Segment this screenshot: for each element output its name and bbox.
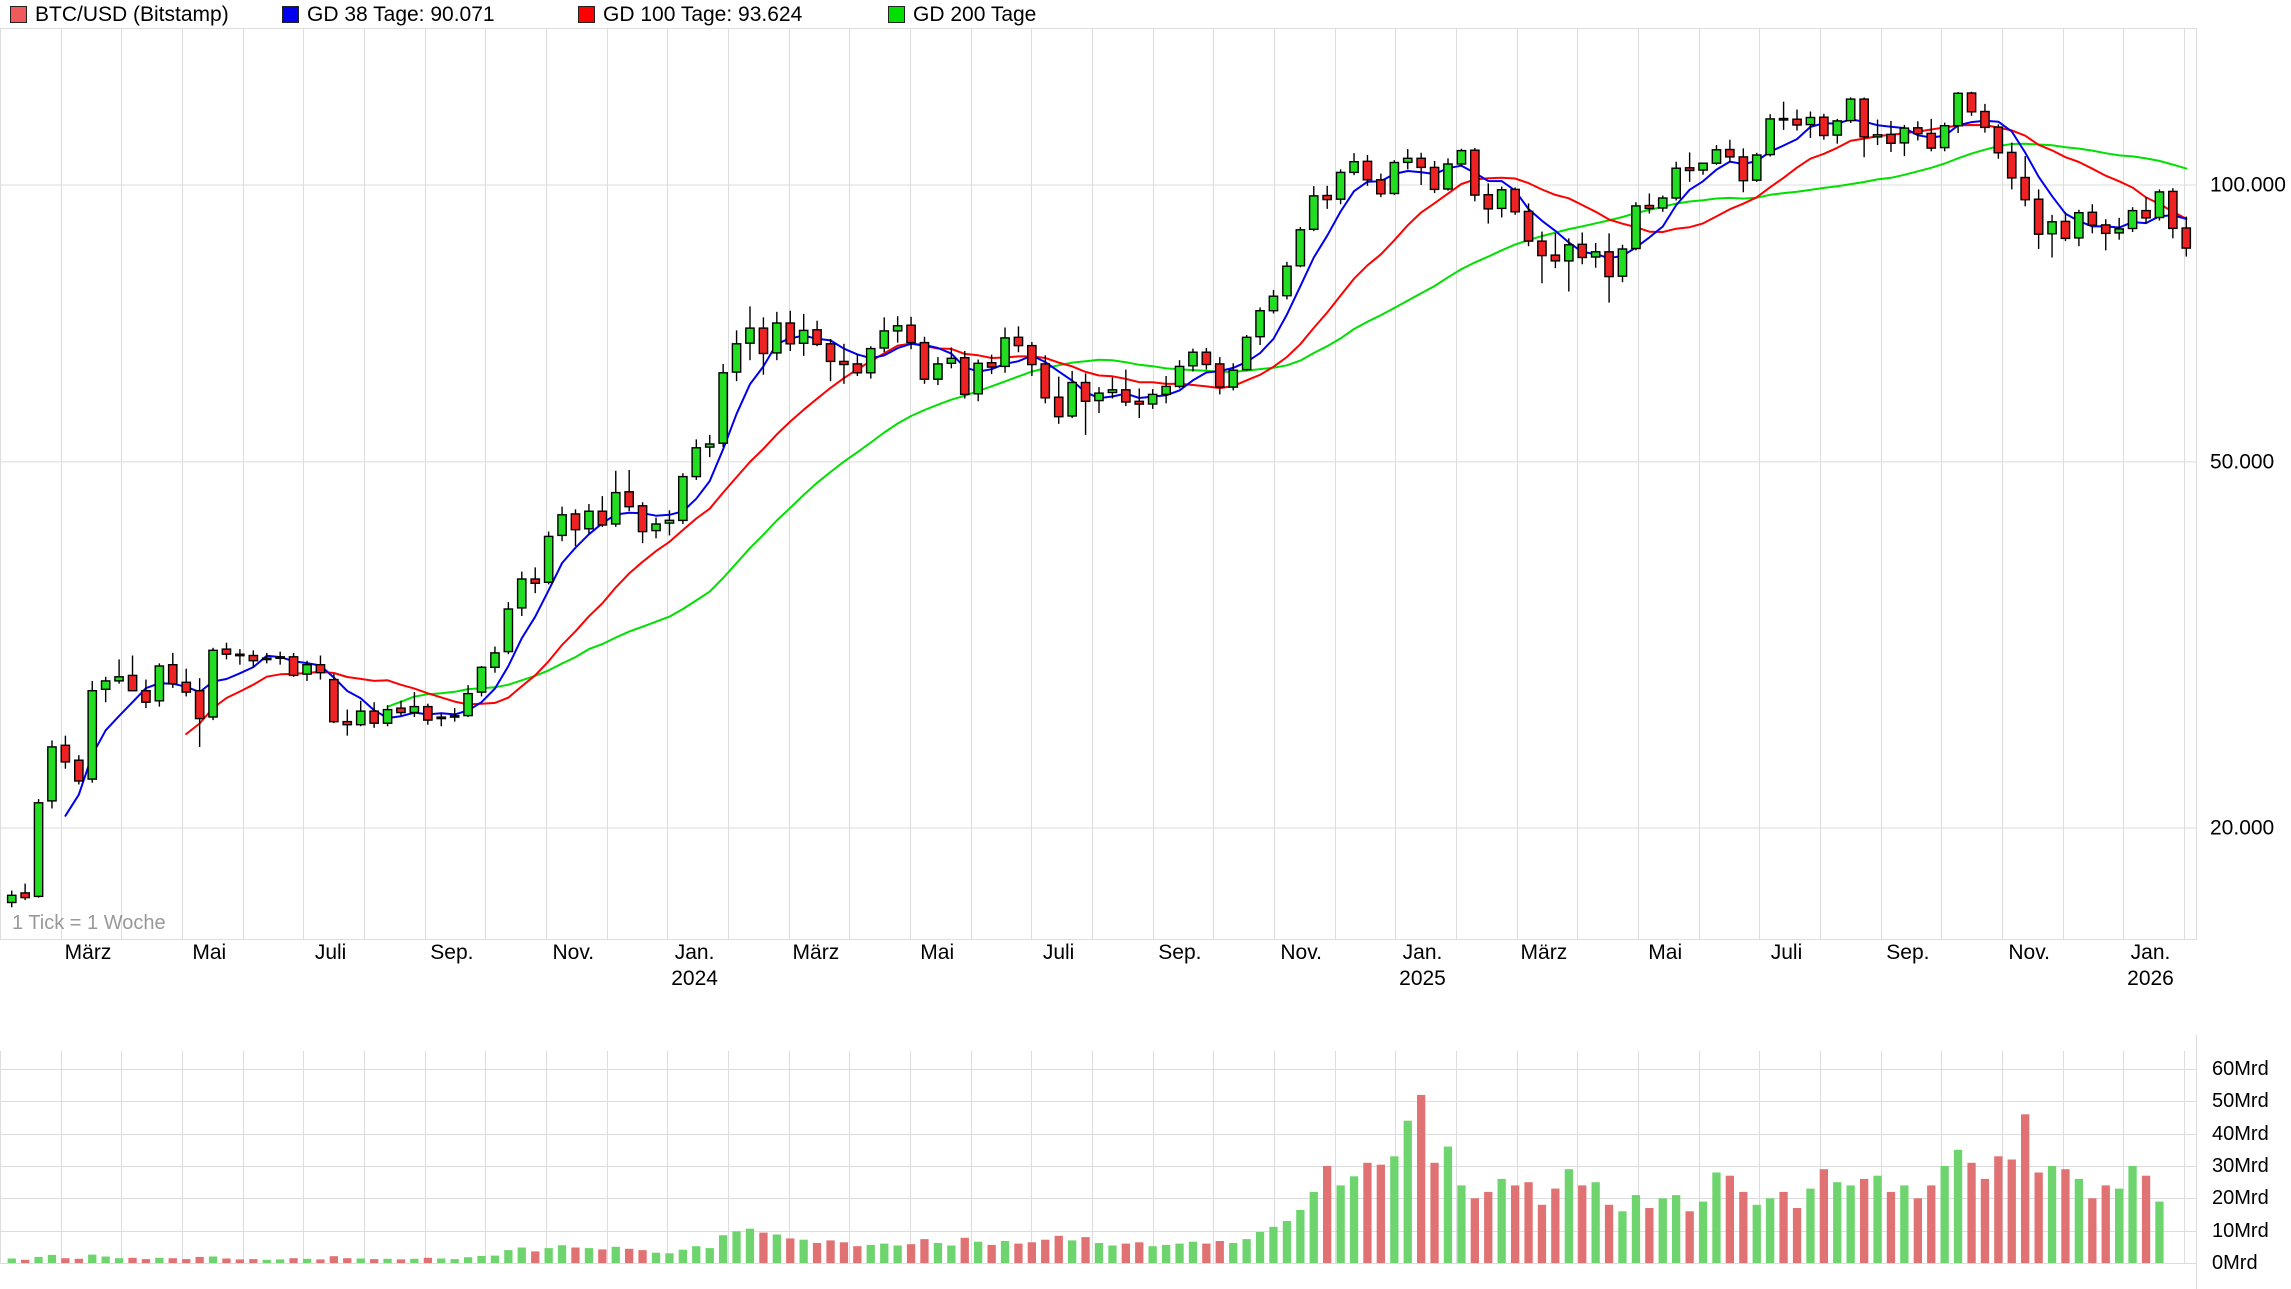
x-axis-month: Jan. <box>674 941 715 964</box>
volume-axis-tick: 10Mrd <box>2212 1219 2269 1242</box>
price-plot <box>0 28 2197 940</box>
x-axis-tick: Sep. <box>1886 940 1929 966</box>
x-axis-month: Jan. <box>2130 941 2171 964</box>
legend-color-swatch <box>888 5 905 23</box>
x-axis-month: März <box>792 941 840 964</box>
legend-ma100[interactable]: GD 100 Tage: 93.624 <box>578 0 802 28</box>
x-axis-tick: März <box>793 940 840 966</box>
x-axis-tick: März <box>65 940 112 966</box>
x-axis-tick: Nov. <box>1280 940 1322 966</box>
volume-chart-panel[interactable] <box>0 1035 2291 1289</box>
x-axis-tick: Mai <box>1648 940 1682 966</box>
x-axis-month: März <box>1520 941 1568 964</box>
legend-btcusd[interactable]: BTC/USD (Bitstamp) <box>10 0 229 28</box>
volume-bar-series <box>7 1094 2164 1263</box>
legend-label: GD 100 Tage: 93.624 <box>603 2 803 26</box>
x-axis-month: Mai <box>920 941 955 964</box>
x-axis-month: Juli <box>314 941 347 964</box>
legend-label: GD 38 Tage: 90.071 <box>307 2 495 26</box>
x-axis-tick: Juli <box>315 940 347 966</box>
price-axis-tick: 50.000 <box>2210 450 2275 474</box>
x-axis-year: 2026 <box>2127 967 2174 990</box>
x-axis-month: Sep. <box>1158 941 1202 964</box>
legend-ma200[interactable]: GD 200 Tage <box>888 0 1036 28</box>
x-axis-tick: Nov. <box>2008 940 2050 966</box>
volume-axis-tick: 30Mrd <box>2212 1155 2269 1177</box>
volume-axis-tick: 0Mrd <box>2212 1252 2258 1274</box>
x-axis-tick: Sep. <box>430 940 473 966</box>
x-axis-tick: Mai <box>192 940 226 966</box>
legend-color-swatch <box>10 5 27 23</box>
x-axis-year: 2024 <box>671 967 718 990</box>
candlestick-series <box>6 91 2192 908</box>
x-axis-tick: Juli <box>1043 940 1075 966</box>
x-axis-month: Nov. <box>2008 941 2050 964</box>
volume-axis-tick: 20Mrd <box>2212 1187 2269 1210</box>
x-axis-month: Sep. <box>430 941 474 964</box>
x-axis-tick: März <box>1521 940 1568 966</box>
x-axis-month: Nov. <box>552 941 595 964</box>
price-axis-tick: 20.000 <box>2210 816 2275 840</box>
x-axis-tick: Jan. 2024 <box>671 940 718 992</box>
x-axis-month: Mai <box>1648 941 1683 964</box>
ma200-line <box>386 142 2188 708</box>
legend-ma38[interactable]: GD 38 Tage: 90.071 <box>282 0 495 28</box>
x-axis-tick: Jan. 2025 <box>1399 940 1446 992</box>
ma100-line <box>185 124 2188 735</box>
legend-label: BTC/USD (Bitstamp) <box>35 2 229 26</box>
x-axis-tick: Jan. 2026 <box>2127 940 2174 992</box>
legend-color-swatch <box>282 5 299 23</box>
x-axis-month: März <box>64 941 112 964</box>
volume-axis-tick: 60Mrd <box>2212 1058 2269 1080</box>
legend-color-swatch <box>578 5 595 23</box>
x-axis-month: Mai <box>192 941 227 964</box>
volume-axis-tick: 50Mrd <box>2212 1090 2269 1113</box>
x-axis-tick: Mai <box>920 940 954 966</box>
x-axis-tick: Nov. <box>552 940 594 966</box>
x-axis-month: Nov. <box>1280 941 1322 964</box>
x-axis-month: Jan. <box>1402 941 1443 964</box>
price-axis-tick: 100.000 <box>2210 173 2286 197</box>
volume-axis-tick: 40Mrd <box>2212 1122 2269 1145</box>
volume-plot <box>0 1035 2197 1289</box>
price-chart-panel[interactable] <box>0 28 2291 940</box>
tick-interval-note: 1 Tick = 1 Woche <box>12 912 166 934</box>
x-axis-month: Sep. <box>1886 941 1930 964</box>
x-axis: März Mai Juli Sep. Nov. Jan. 2024 März Mai Juli Se… <box>0 940 2291 1035</box>
legend-label: GD 200 Tage <box>913 2 1037 26</box>
x-axis-tick: Juli <box>1771 940 1803 966</box>
x-axis-tick: Sep. <box>1158 940 1201 966</box>
x-axis-month: Juli <box>1042 941 1075 964</box>
x-axis-month: Juli <box>1770 941 1803 964</box>
x-axis-year: 2025 <box>1399 967 1446 990</box>
